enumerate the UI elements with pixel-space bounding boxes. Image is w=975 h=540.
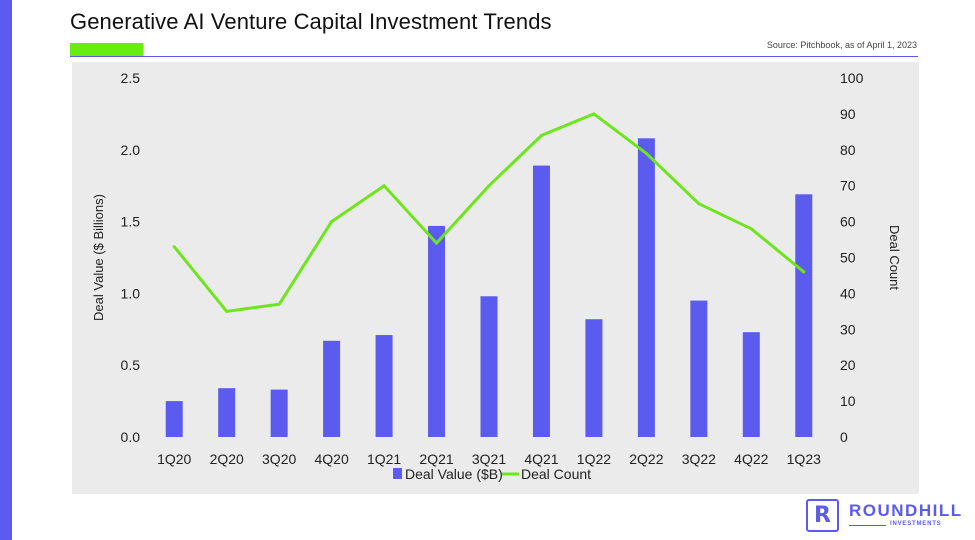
y-tick-label: 0.5	[121, 357, 141, 373]
bar	[532, 165, 550, 437]
logo-divider	[849, 525, 886, 526]
x-tick-label: 1Q22	[577, 451, 611, 467]
x-tick-label: 3Q21	[472, 451, 506, 467]
x-tick-label: 4Q21	[524, 451, 558, 467]
y-tick-label: 1.0	[121, 285, 141, 301]
y-tick-label: 2.5	[121, 70, 141, 86]
y-tick-label: 0.0	[121, 429, 141, 445]
x-tick-label: 2Q21	[419, 451, 453, 467]
line-point	[487, 184, 491, 188]
y2-tick-label: 70	[840, 178, 856, 194]
combo-chart: 0.0 0.5 1.0 1.5 2.0 2.5 0 10 20 30 40 50 60 70 80 90 100…	[72, 62, 919, 494]
x-tick-label: 2Q20	[210, 451, 244, 467]
bar	[218, 388, 236, 437]
bar	[637, 138, 655, 437]
y-tick-label: 2.0	[121, 142, 141, 158]
y2-tick-label: 40	[840, 285, 856, 301]
y2-tick-label: 10	[840, 393, 856, 409]
line-point	[225, 309, 229, 313]
logo-wordmark: ROUNDHILL	[849, 501, 963, 520]
title-accent-bar	[70, 43, 143, 56]
y2-axis-label: Deal Count	[887, 225, 902, 290]
line-point	[277, 302, 281, 306]
line-point	[802, 270, 806, 274]
legend-swatch-bar	[393, 468, 402, 479]
bar	[428, 225, 446, 437]
brand-side-bar	[0, 0, 12, 540]
bar	[585, 319, 603, 437]
y2-tick-label: 50	[840, 250, 856, 266]
x-tick-label: 1Q23	[787, 451, 821, 467]
y-tick-label: 1.5	[121, 214, 141, 230]
line-point	[697, 202, 701, 206]
x-tick-label: 4Q20	[314, 451, 348, 467]
line-point	[749, 227, 753, 231]
roundhill-logo: R ROUNDHILL INVESTMENTS	[806, 497, 971, 537]
line-point	[539, 133, 543, 137]
line-point	[592, 112, 596, 116]
bar	[323, 340, 341, 437]
y2-tick-label: 100	[840, 70, 864, 86]
bar	[165, 401, 183, 437]
bar	[690, 300, 708, 437]
y2-tick-label: 90	[840, 106, 856, 122]
title-divider	[70, 56, 918, 57]
y2-tick-label: 80	[840, 142, 856, 158]
y2-tick-label: 60	[840, 214, 856, 230]
bar	[375, 335, 393, 437]
y2-tick-label: 20	[840, 357, 856, 373]
source-note: Source: Pitchbook, as of April 1, 2023	[766, 40, 917, 50]
chart-area: 0.0 0.5 1.0 1.5 2.0 2.5 0 10 20 30 40 50 60 70 80 90 100…	[72, 62, 919, 494]
line-point	[172, 245, 176, 249]
line-point	[435, 241, 439, 245]
roundhill-r-icon: R	[806, 499, 839, 532]
bar	[742, 332, 760, 437]
bar	[795, 194, 813, 437]
line-point	[382, 184, 386, 188]
line-point	[644, 151, 648, 155]
logo-subtitle: INVESTMENTS	[890, 521, 942, 527]
legend-label-line: Deal Count	[521, 466, 591, 482]
y2-tick-label: 0	[840, 429, 848, 445]
page-title: Generative AI Venture Capital Investment…	[70, 9, 552, 34]
x-tick-label: 3Q22	[682, 451, 716, 467]
legend-label-bar: Deal Value ($B)	[405, 466, 503, 482]
x-tick-label: 1Q21	[367, 451, 401, 467]
x-tick-label: 1Q20	[157, 451, 191, 467]
y-axis-label: Deal Value ($ Billions)	[91, 194, 106, 321]
bar	[480, 296, 498, 437]
line-point	[330, 220, 334, 224]
x-tick-label: 2Q22	[629, 451, 663, 467]
x-tick-label: 4Q22	[734, 451, 768, 467]
x-tick-label: 3Q20	[262, 451, 296, 467]
y2-tick-label: 30	[840, 321, 856, 337]
bar	[270, 389, 288, 437]
